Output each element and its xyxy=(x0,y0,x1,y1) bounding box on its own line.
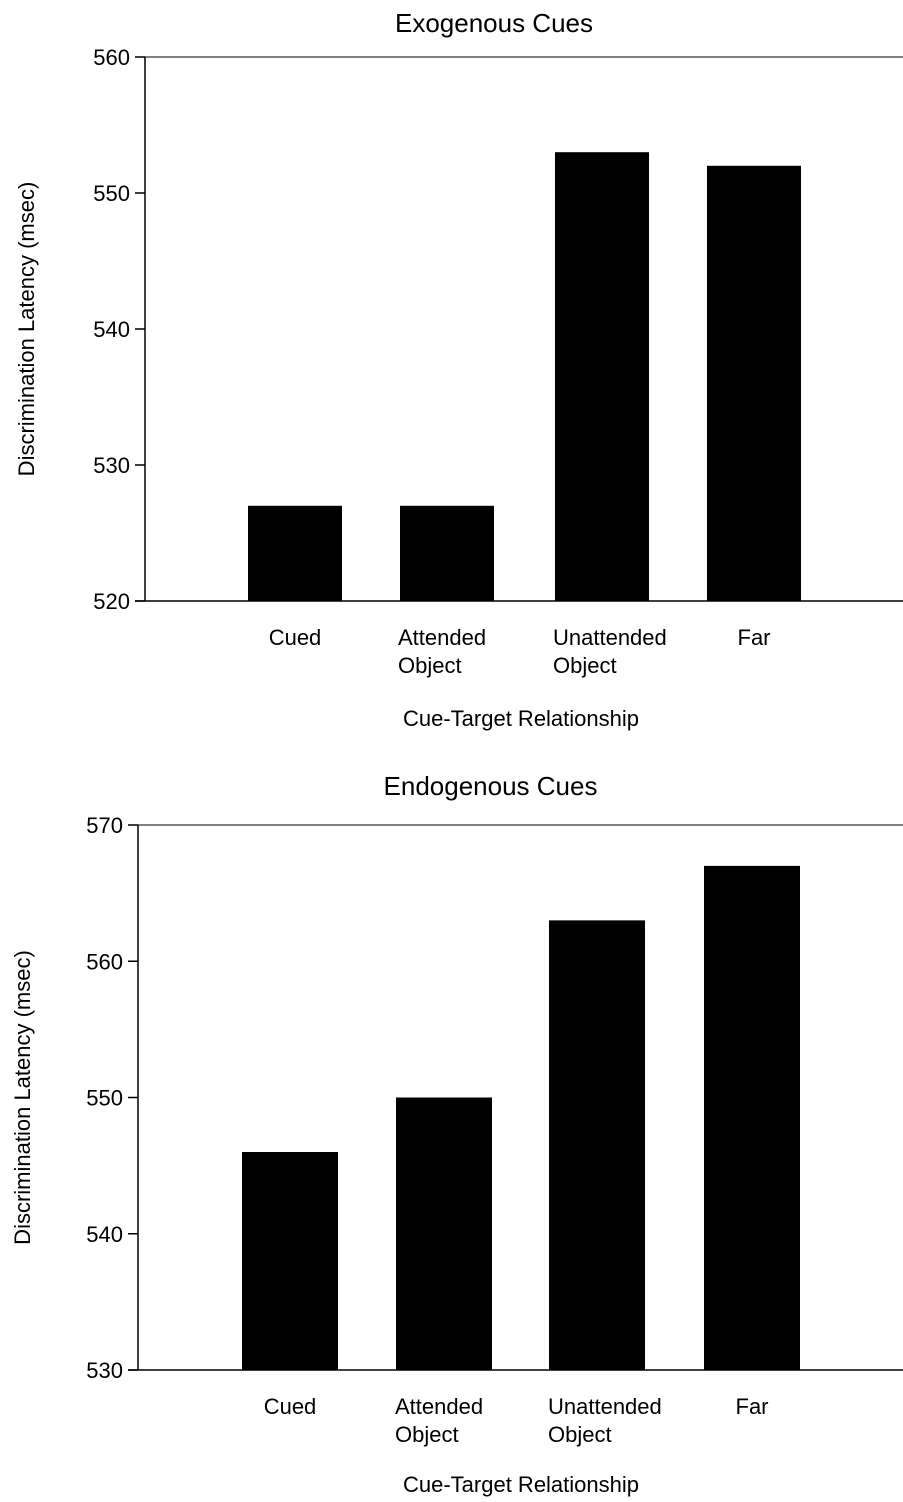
x-tick-label-line: Object xyxy=(553,653,617,678)
bar xyxy=(242,1152,338,1370)
x-tick-label: Unattended Object xyxy=(548,1394,662,1447)
exogenous-chart: Exogenous Cues 520 530 540 550 560 Cued Attende… xyxy=(14,8,903,731)
y-tick-label: 540 xyxy=(93,317,130,342)
bar xyxy=(555,152,649,601)
x-tick-label-line: Far xyxy=(736,1394,769,1419)
x-tick-label-line: Far xyxy=(738,625,771,650)
chart-title: Exogenous Cues xyxy=(395,8,593,38)
bar xyxy=(549,920,645,1370)
y-axis-label: Discrimination Latency (msec) xyxy=(10,950,35,1245)
x-tick-label-line: Cued xyxy=(264,1394,317,1419)
y-tick-label: 530 xyxy=(93,453,130,478)
x-tick-label-line: Object xyxy=(398,653,462,678)
y-tick-label: 550 xyxy=(93,181,130,206)
x-tick-label-line: Cued xyxy=(269,625,322,650)
x-tick-label-line: Attended xyxy=(395,1394,483,1419)
x-tick-label-line: Attended xyxy=(398,625,486,650)
endogenous-chart-svg: Endogenous Cues 530 540 550 560 570 Cued Attend… xyxy=(10,771,903,1497)
x-tick-label: Far xyxy=(736,1394,769,1419)
bar xyxy=(704,865,800,1370)
bar xyxy=(248,505,342,601)
x-tick-label-line: Object xyxy=(395,1422,459,1447)
x-tick-label: Far xyxy=(738,625,771,650)
endogenous-chart: Endogenous Cues 530 540 550 560 570 Cued Attend… xyxy=(0,751,903,1502)
x-tick-label: Cued xyxy=(264,1394,317,1419)
x-tick-label-line: Unattended xyxy=(548,1394,662,1419)
y-tick-label: 550 xyxy=(86,1086,123,1111)
y-tick-label: 560 xyxy=(86,949,123,974)
x-tick-label-line: Unattended xyxy=(553,625,667,650)
x-axis-label: Cue-Target Relationship xyxy=(403,706,639,731)
exogenous-chart-svg: Exogenous Cues 520 530 540 550 560 Cued Attende… xyxy=(14,8,903,731)
x-tick-label: Attended Object xyxy=(398,625,486,678)
bar xyxy=(396,1097,492,1370)
y-tick-label: 570 xyxy=(86,813,123,838)
bar xyxy=(707,165,801,602)
y-tick-label: 520 xyxy=(93,589,130,614)
x-tick-label: Attended Object xyxy=(395,1394,483,1447)
y-tick-label: 530 xyxy=(86,1358,123,1383)
chart-title: Endogenous Cues xyxy=(384,771,598,801)
y-axis-label: Discrimination Latency (msec) xyxy=(14,182,39,477)
x-axis-label: Cue-Target Relationship xyxy=(403,1472,639,1497)
bar xyxy=(400,505,494,601)
x-tick-label-line: Object xyxy=(548,1422,612,1447)
x-tick-label: Cued xyxy=(269,625,322,650)
y-tick-label: 560 xyxy=(93,45,130,70)
x-tick-label: Unattended Object xyxy=(553,625,667,678)
y-tick-label: 540 xyxy=(86,1222,123,1247)
